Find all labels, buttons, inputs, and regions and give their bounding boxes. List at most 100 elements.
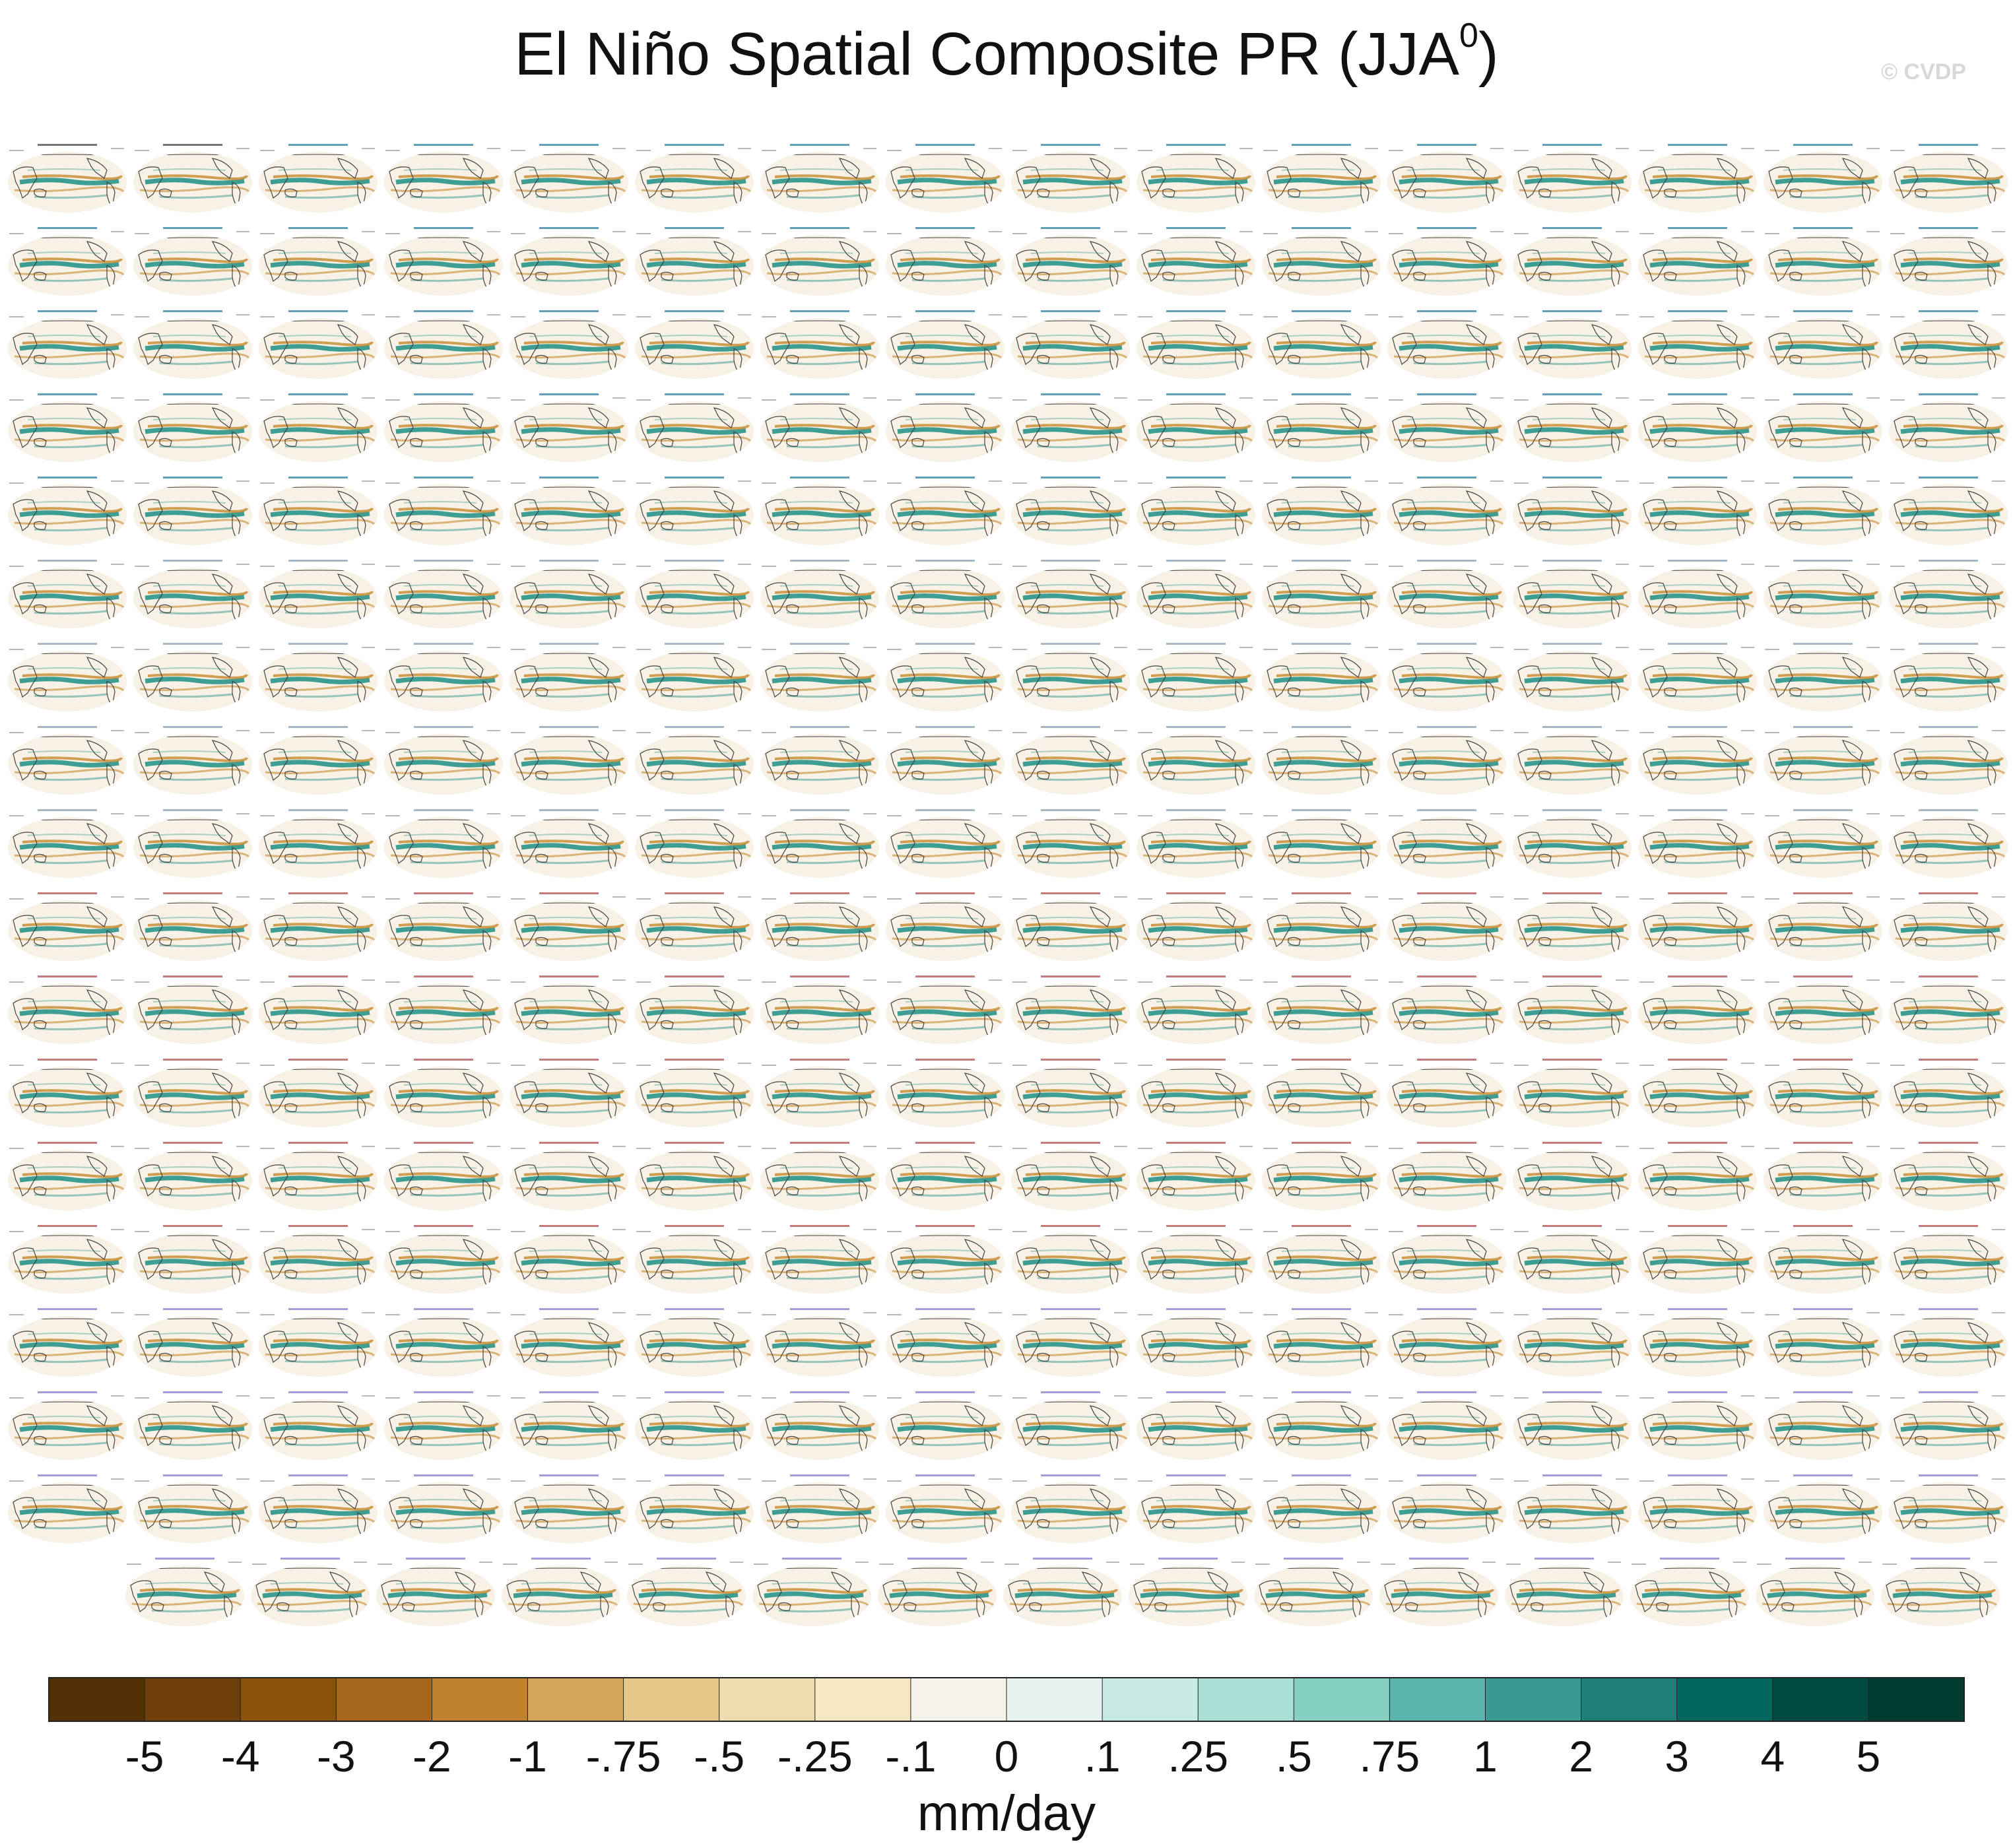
map-panel xyxy=(1889,975,2008,1044)
map-panel xyxy=(510,809,628,878)
panel-label xyxy=(1793,227,1853,229)
map-panel xyxy=(259,227,378,296)
map-panel xyxy=(760,1474,879,1543)
map-panel xyxy=(1387,1142,1506,1210)
panel-label xyxy=(1793,560,1853,562)
panel-years xyxy=(9,1231,24,1232)
map-panel xyxy=(133,809,252,878)
panel-years xyxy=(1012,1314,1027,1315)
panel-label xyxy=(1417,643,1476,645)
panel-years xyxy=(887,1065,902,1066)
map-panel xyxy=(133,1059,252,1127)
map-panel xyxy=(1764,1225,1882,1294)
panel-label xyxy=(1417,560,1476,562)
panel-stats xyxy=(1239,480,1253,482)
map-panel xyxy=(1011,1391,1130,1460)
map-panel xyxy=(1137,1059,1255,1127)
panel-label xyxy=(1041,393,1100,395)
panel-stats xyxy=(236,730,249,731)
map-panel xyxy=(1756,1558,1874,1626)
panel-stats xyxy=(1490,1478,1503,1480)
panel-stats xyxy=(612,1312,626,1313)
panel-stats xyxy=(362,564,375,565)
map-panel xyxy=(886,227,1005,296)
colorbar-tick-label: 3 xyxy=(1665,1732,1689,1781)
panel-label xyxy=(1542,809,1602,811)
panel-years xyxy=(1389,1314,1403,1315)
panel-label xyxy=(915,1225,975,1227)
panel-years xyxy=(1765,732,1779,733)
panel-years xyxy=(1514,150,1529,151)
panel-label xyxy=(163,1225,222,1227)
map-panel xyxy=(1387,1059,1506,1127)
panel-stats xyxy=(236,1146,249,1147)
panel-stats xyxy=(612,480,626,482)
map-panel xyxy=(1764,227,1882,296)
map-panel xyxy=(1011,809,1130,878)
panel-stats xyxy=(236,979,249,981)
panel-label xyxy=(1166,1308,1226,1310)
panel-stats xyxy=(863,647,876,648)
panel-stats xyxy=(989,231,1002,232)
panel-label xyxy=(414,809,473,811)
map-panel xyxy=(1262,892,1381,961)
panel-stats xyxy=(236,896,249,898)
panel-label xyxy=(790,1474,849,1476)
colorbar-tick-label: -.5 xyxy=(694,1732,744,1781)
map-panel xyxy=(1137,227,1255,296)
panel-years xyxy=(9,233,24,234)
panel-years xyxy=(511,233,525,234)
panel-label xyxy=(539,1225,599,1227)
map-panel xyxy=(1011,726,1130,795)
panel-label xyxy=(1919,892,1978,894)
panel-label xyxy=(163,975,222,977)
panel-years xyxy=(887,566,902,567)
map-panel xyxy=(1387,809,1506,878)
map-panel xyxy=(1011,227,1130,296)
figure-title: El Niño Spatial Composite PR (JJA0) xyxy=(0,18,2013,89)
panel-label xyxy=(1284,1558,1343,1560)
panel-label xyxy=(1793,975,1853,977)
panel-stats xyxy=(863,730,876,731)
panel-label xyxy=(915,643,975,645)
panel-label xyxy=(915,144,975,146)
map-panel xyxy=(259,560,378,628)
panel-stats xyxy=(1490,1395,1503,1397)
panel-label xyxy=(539,1391,599,1393)
map-panel xyxy=(1137,1225,1255,1294)
map-panel xyxy=(1513,726,1632,795)
panel-years xyxy=(1639,815,1654,816)
map-panel xyxy=(1262,393,1381,462)
map-panel xyxy=(8,477,127,545)
panel-years xyxy=(887,898,902,900)
panel-stats xyxy=(362,647,375,648)
panel-label xyxy=(1793,892,1853,894)
panel-stats xyxy=(487,1478,500,1480)
panel-label xyxy=(915,975,975,977)
panel-stats xyxy=(738,231,751,232)
map-panel xyxy=(259,892,378,961)
panel-years xyxy=(9,150,24,151)
map-panel xyxy=(1387,1391,1506,1460)
panel-label xyxy=(1292,393,1351,395)
map-panel xyxy=(635,1308,754,1377)
panel-years xyxy=(1639,399,1654,401)
panel-stats xyxy=(989,813,1002,814)
cvdp-watermark: © CVDP xyxy=(1881,59,1966,84)
panel-years xyxy=(1890,1480,1905,1482)
map-panel xyxy=(259,726,378,795)
panel-stats xyxy=(362,979,375,981)
panel-stats xyxy=(1365,564,1378,565)
panel-label xyxy=(1793,477,1853,478)
panel-label xyxy=(790,975,849,977)
panel-stats xyxy=(1239,564,1253,565)
panel-stats xyxy=(1741,647,1754,648)
map-panel xyxy=(259,1391,378,1460)
map-panel xyxy=(1513,1142,1632,1210)
map-panel xyxy=(8,1391,127,1460)
map-panel xyxy=(1137,1142,1255,1210)
map-panel xyxy=(8,975,127,1044)
panel-label xyxy=(1793,1391,1853,1393)
panel-stats xyxy=(1616,1229,1629,1230)
map-panel xyxy=(510,393,628,462)
